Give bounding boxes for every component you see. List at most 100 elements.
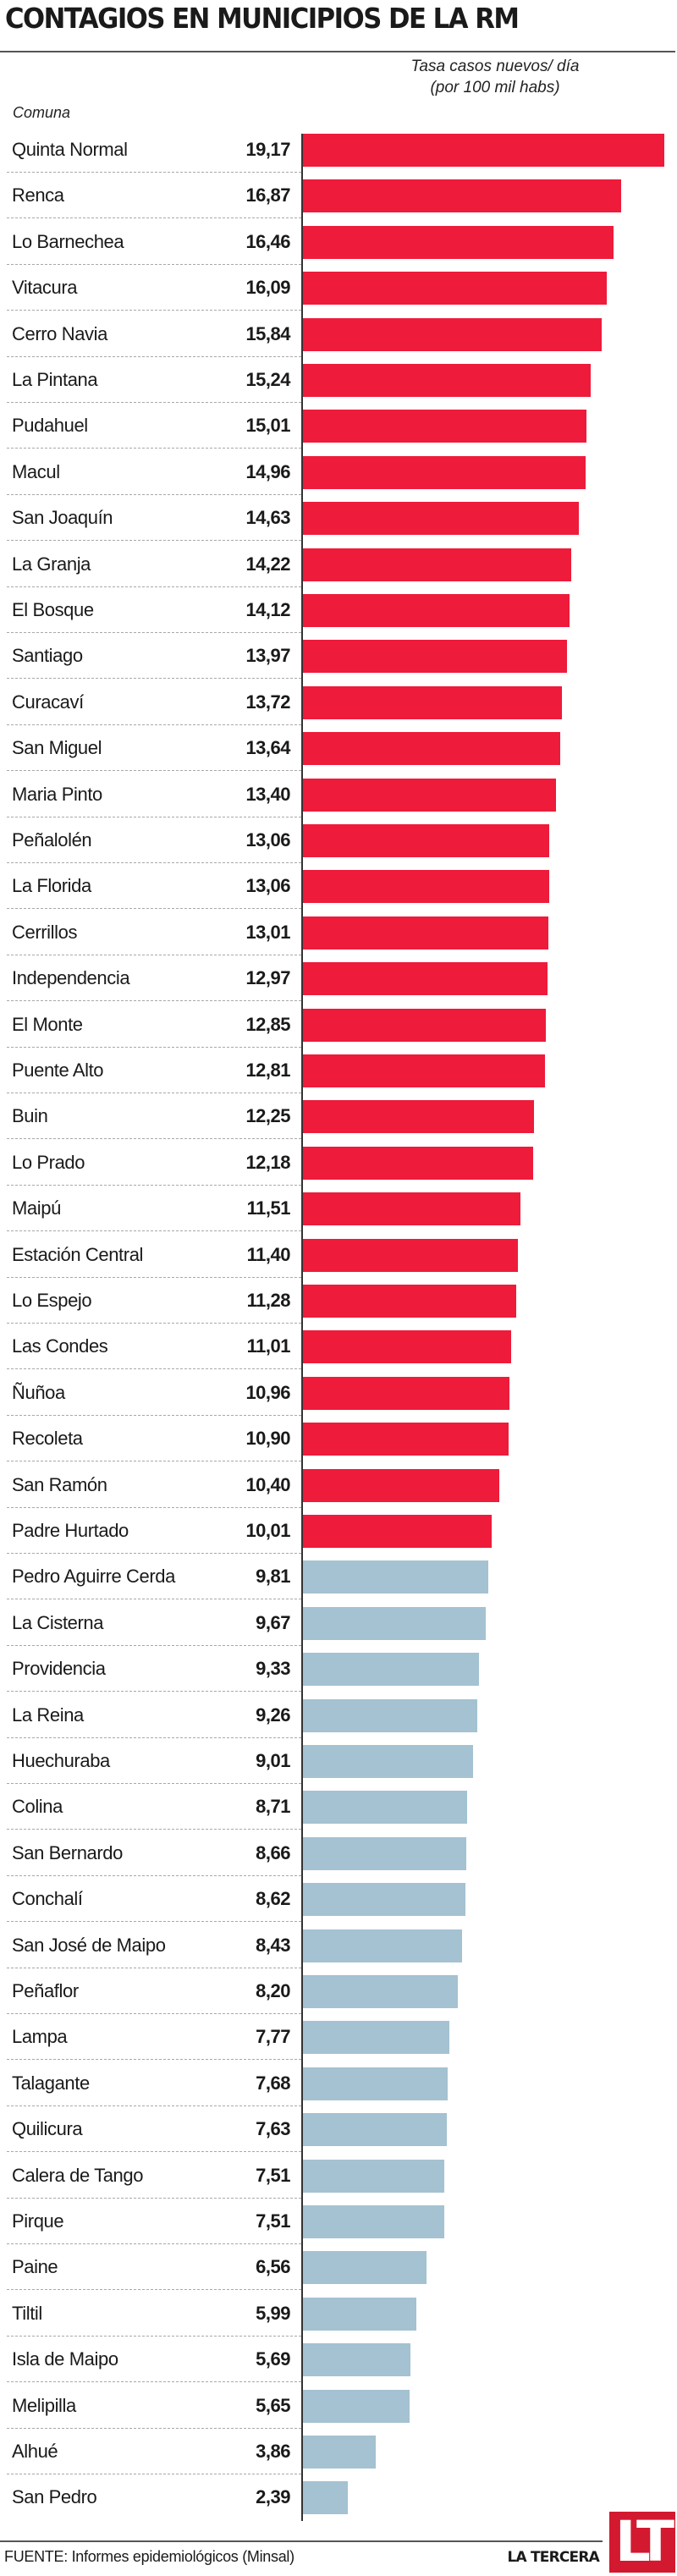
bar-row: San José de Maipo 8,43 [0, 1923, 677, 1968]
row-divider [7, 172, 301, 173]
bar-row: Alhué 3,86 [0, 2429, 677, 2474]
bar-row: Puente Alto 12,81 [0, 1048, 677, 1093]
bar [303, 1975, 458, 2008]
data-label: 16,87 [245, 184, 290, 206]
bar [303, 2067, 449, 2100]
row-divider [7, 1553, 301, 1554]
category-label: Recoleta [12, 1428, 83, 1450]
data-label: 2,39 [256, 2486, 290, 2508]
bar-row: Independencia 12,97 [0, 955, 677, 1002]
category-label: Santiago [12, 645, 83, 667]
row-divider [7, 1184, 301, 1186]
brand-name: LA TERCERA [507, 2549, 599, 2566]
bar-row: La Reina 9,26 [0, 1693, 677, 1738]
bar [303, 1515, 493, 1548]
bar [303, 179, 622, 213]
category-label: San José de Maipo [12, 1934, 166, 1956]
data-label: 10,40 [245, 1473, 290, 1495]
row-divider [7, 908, 301, 910]
row-divider [7, 678, 301, 680]
bar [303, 1560, 488, 1594]
row-divider [7, 263, 301, 265]
row-divider [7, 1046, 301, 1048]
bar-row: La Granja 14,22 [0, 542, 677, 587]
axis-title: Tasa casos nuevos/ día (por 100 mil habs… [372, 56, 618, 98]
bar [303, 1836, 467, 1870]
category-label: Conchalí [12, 1888, 83, 1910]
row-divider [7, 632, 301, 633]
data-label: 7,51 [256, 2210, 290, 2232]
data-label: 9,81 [256, 1566, 290, 1588]
bar [303, 134, 665, 167]
bar-row: Colina 8,71 [0, 1784, 677, 1830]
data-label: 9,01 [256, 1750, 290, 1771]
row-divider [7, 2197, 301, 2199]
data-label: 7,51 [256, 2164, 290, 2186]
header-rule [0, 51, 675, 52]
category-label: Providencia [12, 1658, 106, 1680]
category-label: Macul [12, 460, 60, 482]
bar-row: Cerrillos 13,01 [0, 910, 677, 955]
row-divider [7, 724, 301, 725]
row-divider [7, 1506, 301, 1508]
bar-row: Curacaví 13,72 [0, 680, 677, 725]
bar-row: Quinta Normal 19,17 [0, 127, 677, 173]
bar [303, 1330, 511, 1364]
data-label: 13,64 [245, 737, 290, 759]
bar-row: San Joaquín 14,63 [0, 495, 677, 542]
category-label: Peñalolén [12, 829, 92, 850]
row-divider [7, 217, 301, 219]
data-label: 12,25 [245, 1105, 290, 1127]
bar-row: Renca 16,87 [0, 173, 677, 219]
bar [303, 1146, 533, 1180]
bar-row: San Pedro 2,39 [0, 2474, 677, 2520]
bar [303, 640, 567, 674]
category-label: San Bernardo [12, 1841, 123, 1863]
category-label: Pirque [12, 2210, 64, 2232]
row-divider [7, 1829, 301, 1830]
bar [303, 1192, 520, 1226]
data-label: 9,26 [256, 1704, 290, 1726]
row-divider [7, 770, 301, 772]
data-label: 10,01 [245, 1520, 290, 1541]
data-label: 11,40 [246, 1243, 291, 1265]
data-label: 16,46 [245, 230, 290, 252]
row-divider [7, 402, 301, 403]
bar [303, 548, 572, 581]
category-label: El Bosque [12, 599, 94, 620]
bar [303, 685, 562, 719]
category-label: Puente Alto [12, 1060, 104, 1081]
category-label: Quilicura [12, 2118, 83, 2140]
bar [303, 2205, 445, 2238]
data-label: 15,84 [245, 322, 290, 344]
row-divider [7, 1323, 301, 1324]
bar-row: San Ramón 10,40 [0, 1462, 677, 1508]
bar-row: Santiago 13,97 [0, 633, 677, 680]
data-label: 9,33 [256, 1658, 290, 1680]
bar [303, 2021, 450, 2055]
category-label: Alhué [12, 2441, 58, 2462]
category-label: San Pedro [12, 2486, 97, 2508]
bar [303, 455, 586, 489]
bar [303, 2113, 448, 2147]
category-label: Quinta Normal [12, 139, 128, 160]
bar-row: La Cisterna 9,67 [0, 1600, 677, 1646]
bar [303, 778, 556, 812]
bar-row: Buin 12,25 [0, 1093, 677, 1140]
chart-title: CONTAGIOS EN MUNICIPIOS DE LA RM [5, 2, 520, 35]
bar [303, 317, 603, 351]
data-label: 12,85 [245, 1013, 290, 1035]
category-label: Renca [12, 184, 64, 206]
bar [303, 1376, 510, 1410]
row-divider [7, 2289, 301, 2291]
bar-row: Huechuraba 9,01 [0, 1738, 677, 1784]
bar-row: Tiltil 5,99 [0, 2291, 677, 2337]
category-label: Lampa [12, 2026, 68, 2048]
row-divider [7, 2427, 301, 2429]
category-label: Maipú [12, 1197, 61, 1219]
row-divider [7, 586, 301, 587]
row-divider [7, 540, 301, 542]
bar [303, 1929, 462, 1962]
data-label: 13,01 [245, 921, 290, 943]
bar-row: Maipú 11,51 [0, 1186, 677, 1232]
